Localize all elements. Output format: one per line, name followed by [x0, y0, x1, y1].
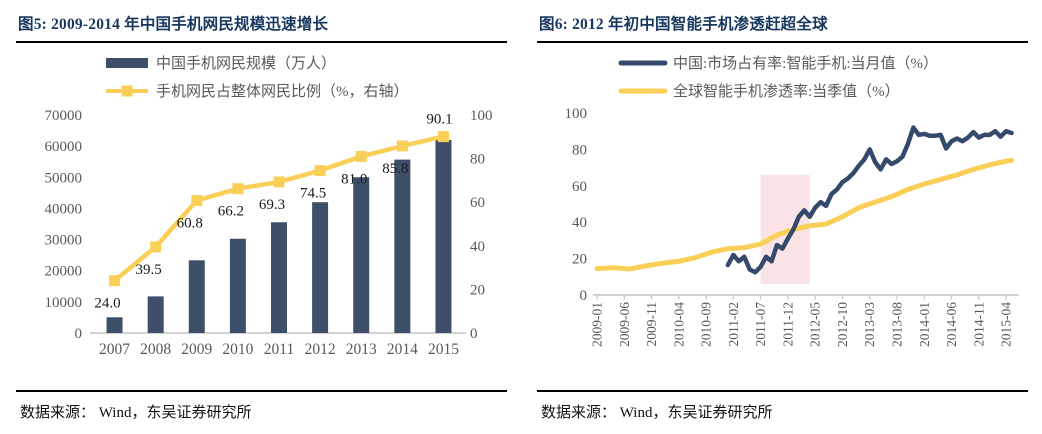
x-axis-category-label: 2015: [428, 341, 459, 358]
left-axis-tick-label: 10000: [45, 295, 83, 311]
legend-swatch-line-marker: [121, 85, 133, 97]
global-penetration-line: [594, 157, 1015, 272]
line-point-marker: [232, 183, 244, 195]
y-axis-tick-label: 60: [572, 179, 587, 195]
x-axis-tick-label: 2009-06: [617, 302, 632, 347]
y-axis-tick-label: 0: [580, 288, 588, 304]
bar: [312, 202, 329, 333]
y-axis-tick-label: 40: [572, 215, 587, 231]
line-point-marker: [191, 194, 203, 206]
x-axis-tick-label: 2013-03: [862, 302, 877, 347]
figure5-title: 图5: 2009-2014 年中国手机网民规模迅速增长: [18, 16, 329, 33]
x-axis-category-label: 2013: [346, 341, 377, 358]
y-axis-tick-label: 100: [565, 106, 588, 122]
figure5-title-rule: [16, 41, 507, 43]
line-point-marker: [273, 176, 285, 188]
data-label: 66.2: [218, 204, 244, 220]
figure6-panel: 图6: 2012 年初中国智能手机渗透赶超全球 中国:市场占有率:智能手机:当月…: [521, 0, 1042, 434]
x-axis-tick-label: 2012-05: [808, 302, 823, 347]
line-point-marker: [437, 131, 449, 143]
x-axis-tick-label: 2010-09: [699, 302, 714, 347]
x-axis-tick-label: 2009-11: [644, 302, 659, 347]
data-label: 39.5: [136, 262, 162, 278]
x-axis-category-label: 2011: [264, 341, 294, 358]
bar: [229, 238, 246, 333]
right-axis-tick-label: 80: [470, 152, 485, 168]
x-axis-category-label: 2012: [305, 341, 336, 358]
x-axis-category-label: 2008: [140, 341, 171, 358]
legend-swatch-bar: [106, 58, 148, 68]
left-axis-tick-label: 30000: [45, 233, 83, 249]
data-label: 81.0: [341, 171, 367, 187]
x-axis-tick-label: 2014-01: [917, 302, 932, 347]
left-axis-tick-label: 60000: [45, 139, 83, 155]
x-axis-tick-label: 2011-12: [780, 302, 795, 347]
left-axis-tick-label: 70000: [45, 108, 83, 124]
figure5-panel: 图5: 2009-2014 年中国手机网民规模迅速增长 中国手机网民规模（万人）…: [16, 16, 507, 421]
figure5-footer-rule: [16, 390, 507, 392]
x-axis-tick-label: 2015-04: [999, 302, 1014, 347]
bar: [147, 296, 164, 333]
left-axis-tick-label: 20000: [45, 264, 83, 280]
line-point-marker: [355, 150, 367, 162]
line-point-marker: [109, 275, 121, 287]
line-point-marker: [396, 140, 408, 152]
x-axis-tick-label: 2012-10: [835, 302, 850, 347]
x-axis-category-label: 2007: [99, 341, 130, 358]
left-axis-tick-label: 0: [75, 326, 83, 342]
left-axis-tick-label: 40000: [45, 201, 83, 217]
legend-label-global: 全球智能手机渗透率:当季值（%）: [673, 82, 900, 100]
data-label: 24.0: [94, 296, 120, 312]
bar: [394, 159, 411, 333]
legend-label-bar: 中国手机网民规模（万人）: [156, 55, 336, 72]
data-label: 85.8: [382, 161, 408, 177]
data-label: 69.3: [259, 197, 285, 213]
left-axis-tick-label: 50000: [45, 170, 83, 186]
bar: [188, 260, 205, 333]
right-axis-tick-label: 40: [470, 239, 485, 255]
data-label: 60.8: [177, 215, 203, 231]
x-axis-tick-label: 2011-07: [753, 302, 768, 347]
legend-label-china: 中国:市场占有率:智能手机:当月值（%）: [673, 54, 938, 72]
figure6-title: 图6: 2012 年初中国智能手机渗透赶超全球: [539, 16, 828, 33]
x-axis-category-label: 2010: [222, 341, 253, 358]
bar: [435, 139, 452, 333]
data-label: 90.1: [426, 112, 452, 128]
figure6-title-rule: [537, 41, 1028, 43]
right-axis-tick-label: 0: [470, 326, 478, 342]
legend-label-line: 手机网民占整体网民比例（%，右轴）: [156, 83, 409, 100]
figure6-source: 数据来源： Wind，东吴证券研究所: [541, 405, 773, 421]
right-axis-tick-label: 60: [470, 195, 485, 211]
figure5-canvas: 中国手机网民规模（万人） 手机网民占整体网民比例（%，右轴） 0 10000 20000…: [45, 55, 493, 358]
figure6-canvas: 中国:市场占有率:智能手机:当月值（%） 全球智能手机渗透率:当季值（%） 0 20 4…: [565, 54, 1019, 347]
x-axis-tick-label: 2011-02: [726, 302, 741, 347]
x-axis-tick-label: 2010-04: [671, 302, 686, 347]
x-axis-tick-label: 2014-06: [944, 302, 959, 347]
bar: [106, 317, 123, 333]
china-share-line: [725, 125, 1014, 275]
x-axis-tick-label: 2013-08: [890, 302, 905, 347]
figure6-footer-rule: [537, 390, 1028, 392]
y-axis-tick-label: 20: [572, 252, 587, 268]
right-axis-tick-label: 100: [470, 108, 493, 124]
x-axis-tick-label: 2014-11: [971, 302, 986, 347]
y-axis-tick-label: 80: [572, 142, 587, 158]
line-point-marker: [314, 165, 326, 177]
x-axis-tick-label: 2009-01: [590, 302, 605, 347]
x-axis-category-label: 2014: [387, 341, 418, 358]
bar: [353, 177, 370, 333]
right-axis-tick-label: 20: [470, 282, 485, 298]
x-axis-category-label: 2009: [181, 341, 212, 358]
line-point-marker: [150, 241, 162, 253]
data-label: 74.5: [300, 186, 326, 202]
bar: [271, 222, 287, 333]
figure5-source: 数据来源： Wind，东吴证券研究所: [20, 405, 252, 421]
